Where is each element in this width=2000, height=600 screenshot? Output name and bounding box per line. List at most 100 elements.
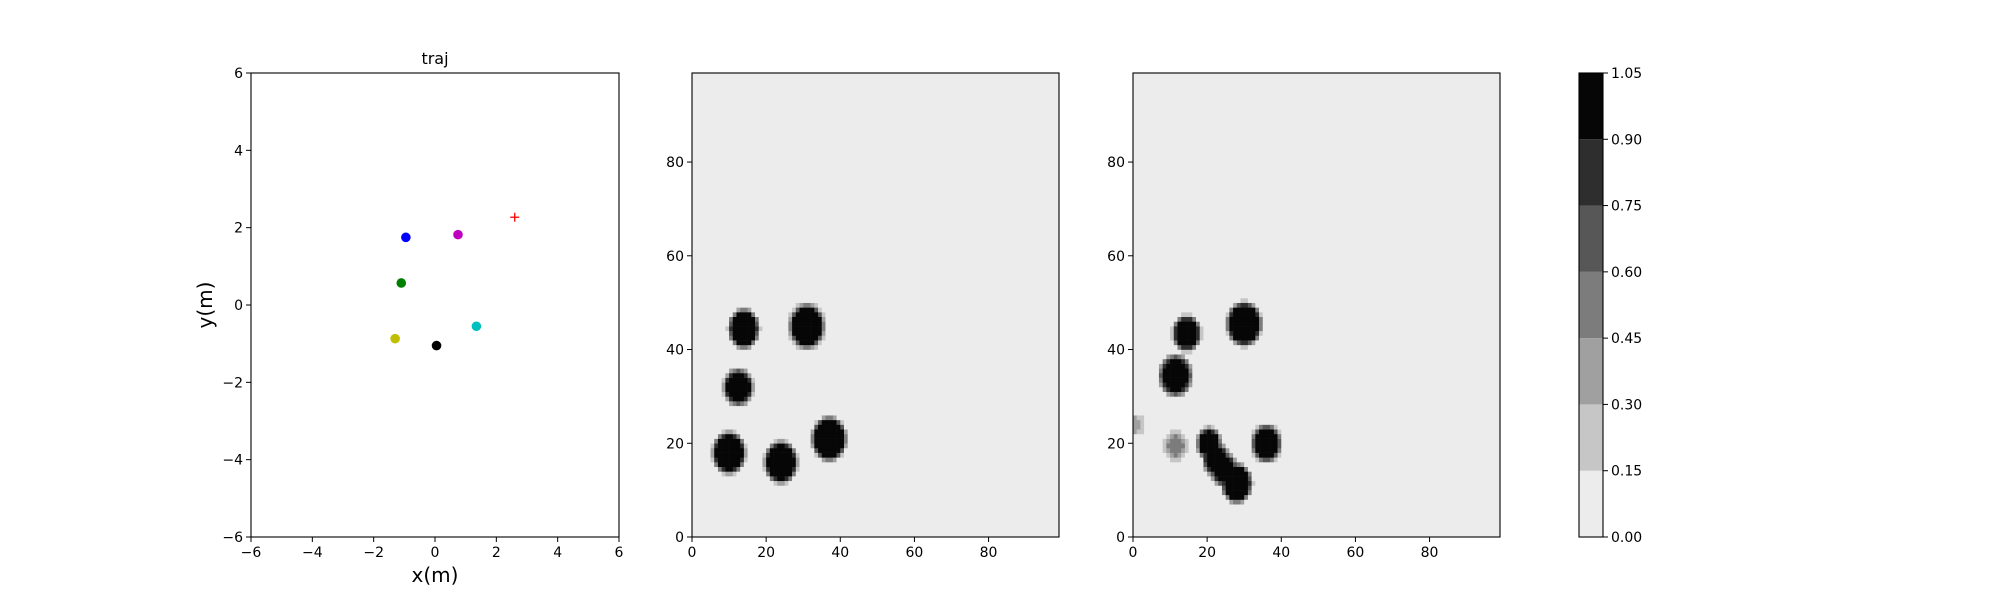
heat-cell <box>777 387 781 392</box>
heat-cell <box>814 275 818 280</box>
heat-cell <box>829 457 833 462</box>
heat-cell <box>844 331 848 336</box>
heat-cell <box>759 462 763 467</box>
heat-cell <box>733 167 737 172</box>
heat-cell <box>755 504 759 509</box>
heat-cell <box>851 110 855 115</box>
heat-cell <box>707 181 711 186</box>
heat-cell <box>696 242 700 247</box>
heat-cell <box>707 279 711 284</box>
heat-cell <box>762 523 766 528</box>
heat-cell <box>722 82 726 87</box>
heat-cell <box>748 439 752 444</box>
heat-cell <box>848 143 852 148</box>
heat-cell <box>736 382 740 387</box>
heat-cell <box>692 312 696 317</box>
heat-cell <box>703 265 707 270</box>
heat-cell <box>729 134 733 139</box>
heat-cell <box>803 181 807 186</box>
heat-cell <box>844 467 848 472</box>
heat-cell <box>840 500 844 505</box>
heat-cell <box>870 518 874 523</box>
heat-cell <box>729 190 733 195</box>
heat-cell <box>855 298 859 303</box>
heat-cell <box>755 228 759 233</box>
heat-cell <box>766 101 770 106</box>
heat-cell <box>725 237 729 242</box>
heat-cell <box>714 204 718 209</box>
heat-cell <box>870 396 874 401</box>
heat-cell <box>714 115 718 120</box>
heat-cell <box>851 139 855 144</box>
heat-cell <box>696 500 700 505</box>
heat-cell <box>803 148 807 153</box>
heat-cell <box>785 218 789 223</box>
heat-cell <box>829 209 833 214</box>
heat-cell <box>744 354 748 359</box>
heat-cell <box>825 195 829 200</box>
heat-cell <box>844 148 848 153</box>
heat-cell <box>840 303 844 308</box>
heat-cell <box>851 251 855 256</box>
heat-cell <box>807 232 811 237</box>
heat-cell <box>822 106 826 111</box>
heat-cell <box>825 265 829 270</box>
heat-cell <box>807 317 811 322</box>
heat-cell <box>785 242 789 247</box>
heat-cell <box>725 467 729 472</box>
heat-cell <box>851 401 855 406</box>
heat-cell <box>837 420 841 425</box>
heat-cell <box>870 354 874 359</box>
heat-cell <box>696 321 700 326</box>
heat-cell <box>800 335 804 340</box>
heat-cell <box>748 392 752 397</box>
heat-cell <box>833 518 837 523</box>
heat-cell <box>870 476 874 481</box>
heat-cell <box>759 284 763 289</box>
heat-cell <box>703 237 707 242</box>
heat-cell <box>870 415 874 420</box>
heat-cell <box>759 523 763 528</box>
heat-cell <box>807 101 811 106</box>
heat-cell <box>766 110 770 115</box>
heat-cell <box>766 270 770 275</box>
heat-cell <box>814 96 818 101</box>
heat-cell <box>770 110 774 115</box>
heat-cell <box>874 167 878 172</box>
heat-cell <box>762 307 766 312</box>
heat-cell <box>811 204 815 209</box>
heat-cell <box>707 232 711 237</box>
heat-cell <box>844 270 848 275</box>
heat-cell <box>866 528 870 533</box>
heat-cell <box>755 185 759 190</box>
heat-cell <box>788 425 792 430</box>
heat-cell <box>844 289 848 294</box>
heat-cell <box>863 162 867 167</box>
heat-cell <box>755 265 759 270</box>
heat-cell <box>696 429 700 434</box>
heat-cell <box>714 443 718 448</box>
heat-cell <box>811 185 815 190</box>
heat-cell <box>781 92 785 97</box>
heat-cell <box>699 195 703 200</box>
heat-cell <box>829 528 833 533</box>
heat-cell <box>788 382 792 387</box>
heat-cell <box>725 457 729 462</box>
heat-cell <box>718 218 722 223</box>
heat-cell <box>699 340 703 345</box>
heat-cell <box>766 500 770 505</box>
heat-cell <box>766 467 770 472</box>
heat-cell <box>755 373 759 378</box>
heat-cell <box>840 242 844 247</box>
heat-cell <box>707 359 711 364</box>
heat-cell <box>744 364 748 369</box>
heat-cell <box>707 429 711 434</box>
heat-cell <box>744 518 748 523</box>
heat-cell <box>733 364 737 369</box>
heat-cell <box>840 392 844 397</box>
heat-cell <box>770 490 774 495</box>
heat-cell <box>866 485 870 490</box>
heat-cell <box>714 92 718 97</box>
heat-cell <box>863 307 867 312</box>
heat-cell <box>800 279 804 284</box>
